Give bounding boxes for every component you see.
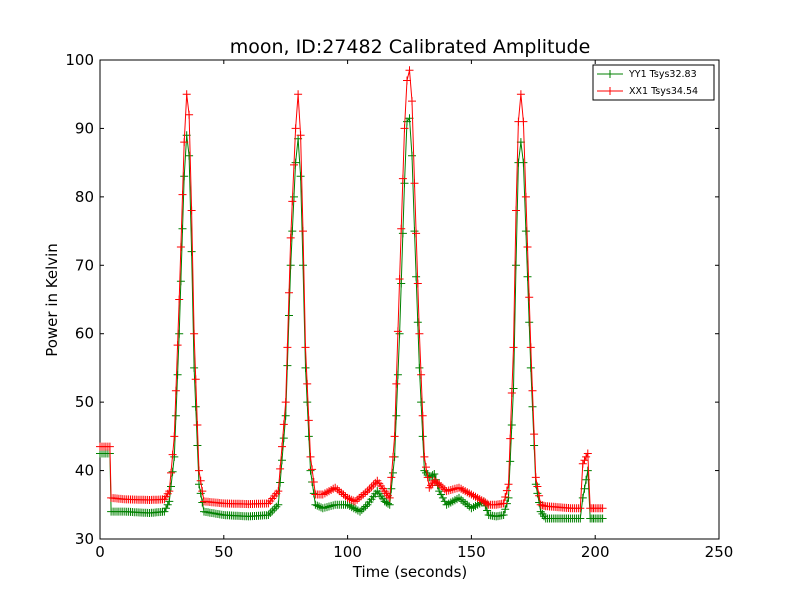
x-tick-label: 250 (705, 543, 734, 561)
y-tick-label: 60 (75, 325, 94, 343)
series-line (100, 70, 603, 509)
legend-entry-yy1: YY1 Tsys32.83 (597, 69, 697, 80)
y-tick-label: 100 (65, 51, 94, 69)
series-yy1 (96, 114, 607, 523)
legend-box (592, 64, 715, 101)
plot-frame (99, 59, 720, 540)
legend: YY1 Tsys32.83 XX1 Tsys34.54 (592, 64, 715, 101)
y-ticks: 30 40 50 60 70 80 90 100 (65, 51, 719, 548)
y-tick-label: 40 (75, 462, 94, 480)
y-tick-label: 30 (75, 530, 94, 548)
series-markers (96, 66, 607, 513)
x-tick-label: 50 (214, 543, 233, 561)
x-tick-label: 100 (333, 543, 362, 561)
x-tick-label: 200 (581, 543, 610, 561)
y-axis-label: Power in Kelvin (43, 243, 61, 357)
y-tick-label: 70 (75, 256, 94, 274)
y-tick-label: 90 (75, 119, 94, 137)
legend-label-yy1: YY1 Tsys32.83 (628, 69, 697, 80)
y-tick-label: 50 (75, 393, 94, 411)
x-tick-label: 150 (457, 543, 486, 561)
x-ticks: 0 50 100 150 200 250 (95, 60, 733, 561)
chart-title: moon, ID:27482 Calibrated Amplitude (230, 36, 591, 58)
legend-marker-xx1 (606, 87, 614, 95)
series-layer (96, 66, 607, 523)
legend-marker-yy1 (606, 70, 614, 78)
plot-area: 0 50 100 150 200 250 30 40 50 60 70 80 90 100 (65, 51, 733, 561)
legend-label-xx1: XX1 Tsys34.54 (629, 86, 698, 97)
y-tick-label: 80 (75, 188, 94, 206)
legend-entry-xx1: XX1 Tsys34.54 (597, 86, 698, 97)
x-tick-label: 0 (95, 543, 105, 561)
x-axis-label: Time (seconds) (352, 563, 468, 581)
series-xx1 (96, 66, 607, 513)
